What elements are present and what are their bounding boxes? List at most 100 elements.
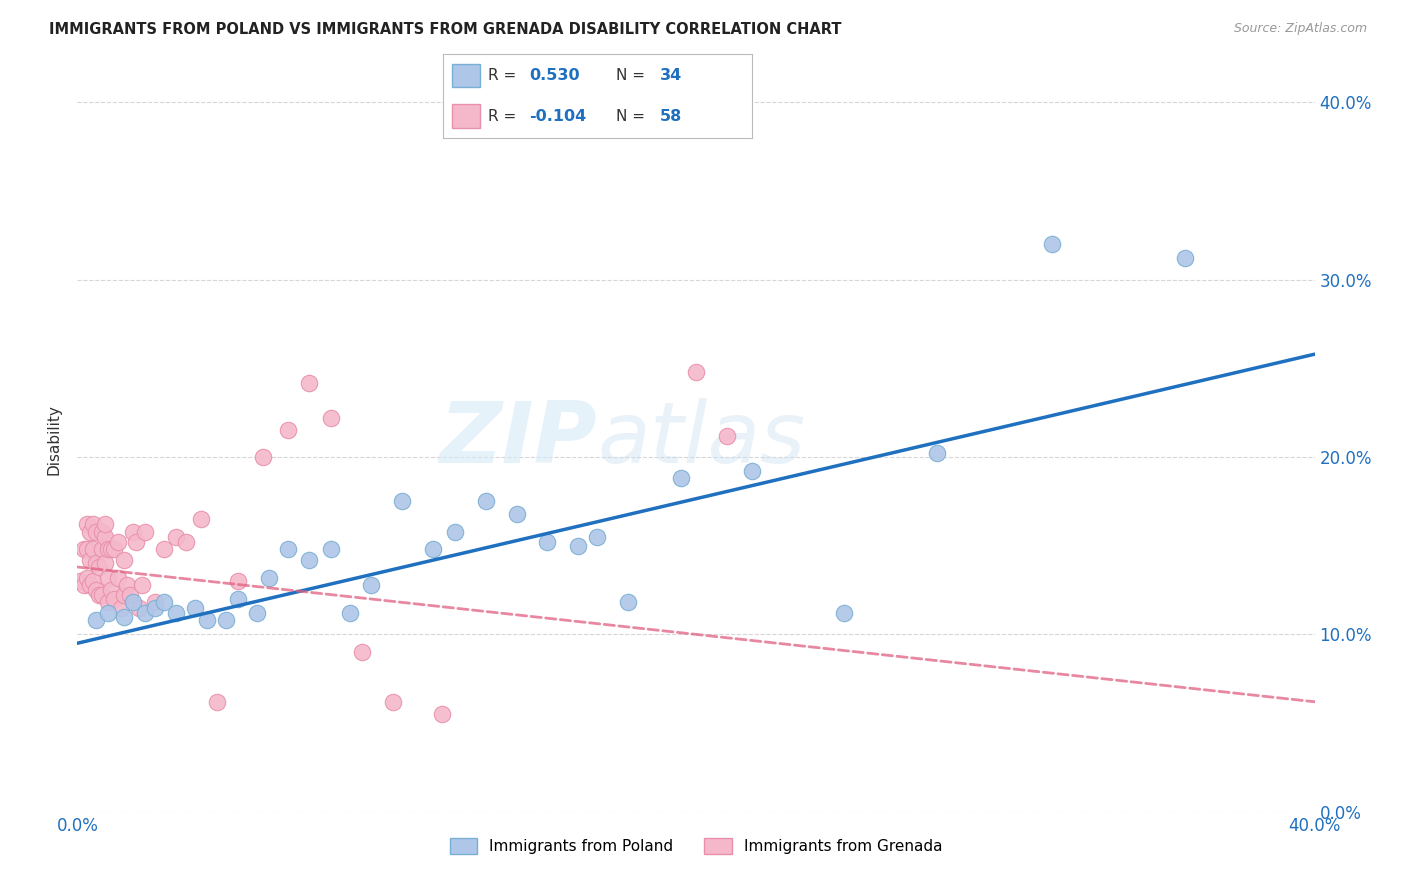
Point: [84, 582, 107, 597]
Point: [112, 609, 135, 624]
Point: [82, 517, 104, 532]
Point: [72, 542, 94, 557]
Point: [685, 365, 707, 379]
Point: [195, 613, 218, 627]
Point: [79, 553, 101, 567]
Text: 34: 34: [659, 68, 682, 83]
Point: [82, 542, 104, 557]
Point: [128, 600, 150, 615]
FancyBboxPatch shape: [453, 63, 479, 87]
Text: Source: ZipAtlas.com: Source: ZipAtlas.com: [1233, 22, 1367, 36]
Point: [143, 595, 166, 609]
Point: [125, 535, 148, 549]
Point: [298, 553, 321, 567]
Point: [87, 588, 110, 602]
Point: [97, 571, 120, 585]
Point: [226, 574, 249, 589]
Point: [79, 578, 101, 592]
Point: [69, 574, 91, 589]
Text: N =: N =: [616, 68, 645, 83]
Text: 58: 58: [659, 109, 682, 124]
Point: [115, 578, 138, 592]
Point: [112, 588, 135, 602]
Point: [174, 535, 197, 549]
Point: [122, 595, 145, 609]
Point: [134, 524, 156, 539]
Point: [215, 613, 238, 627]
Point: [360, 578, 382, 592]
Point: [1174, 252, 1197, 266]
Point: [94, 557, 117, 571]
Point: [153, 595, 176, 609]
Y-axis label: Disability: Disability: [46, 404, 62, 475]
Point: [72, 578, 94, 592]
Point: [381, 695, 404, 709]
Text: ZIP: ZIP: [439, 398, 598, 481]
Point: [84, 613, 107, 627]
Point: [277, 424, 299, 438]
Point: [87, 560, 110, 574]
Point: [110, 600, 132, 615]
FancyBboxPatch shape: [453, 104, 479, 128]
Point: [91, 524, 114, 539]
Point: [91, 588, 114, 602]
Legend: Immigrants from Poland, Immigrants from Grenada: Immigrants from Poland, Immigrants from …: [443, 831, 949, 860]
Text: 0.530: 0.530: [530, 68, 581, 83]
Point: [505, 507, 527, 521]
Point: [246, 606, 269, 620]
Point: [107, 571, 129, 585]
Point: [536, 535, 558, 549]
Point: [669, 471, 692, 485]
Text: R =: R =: [488, 109, 516, 124]
Text: atlas: atlas: [598, 398, 806, 481]
Point: [131, 578, 153, 592]
Point: [94, 530, 117, 544]
Point: [134, 606, 156, 620]
Point: [103, 591, 125, 606]
Point: [432, 707, 454, 722]
Point: [82, 574, 104, 589]
Point: [97, 606, 120, 620]
Point: [118, 588, 141, 602]
Point: [112, 553, 135, 567]
Point: [277, 542, 299, 557]
Point: [97, 542, 120, 557]
Point: [319, 411, 342, 425]
Point: [76, 542, 98, 557]
Point: [474, 494, 496, 508]
Point: [252, 450, 274, 464]
Point: [122, 524, 145, 539]
Point: [586, 530, 609, 544]
Point: [226, 591, 249, 606]
Point: [741, 464, 763, 478]
Point: [84, 557, 107, 571]
Point: [190, 512, 212, 526]
Point: [319, 542, 342, 557]
Text: R =: R =: [488, 68, 516, 83]
Point: [1040, 237, 1063, 252]
Point: [91, 542, 114, 557]
Point: [100, 582, 122, 597]
Point: [76, 571, 98, 585]
Point: [100, 542, 122, 557]
Point: [617, 595, 640, 609]
Point: [84, 524, 107, 539]
Point: [76, 517, 98, 532]
Point: [567, 539, 589, 553]
Point: [107, 535, 129, 549]
Point: [443, 524, 465, 539]
Point: [257, 571, 280, 585]
Text: IMMIGRANTS FROM POLAND VS IMMIGRANTS FROM GRENADA DISABILITY CORRELATION CHART: IMMIGRANTS FROM POLAND VS IMMIGRANTS FRO…: [49, 22, 842, 37]
Point: [153, 542, 176, 557]
Text: N =: N =: [616, 109, 645, 124]
Point: [350, 645, 373, 659]
Point: [97, 595, 120, 609]
Point: [165, 530, 187, 544]
Point: [834, 606, 856, 620]
Point: [79, 524, 101, 539]
Point: [339, 606, 361, 620]
Point: [165, 606, 187, 620]
Point: [205, 695, 228, 709]
Point: [184, 600, 207, 615]
Point: [94, 517, 117, 532]
